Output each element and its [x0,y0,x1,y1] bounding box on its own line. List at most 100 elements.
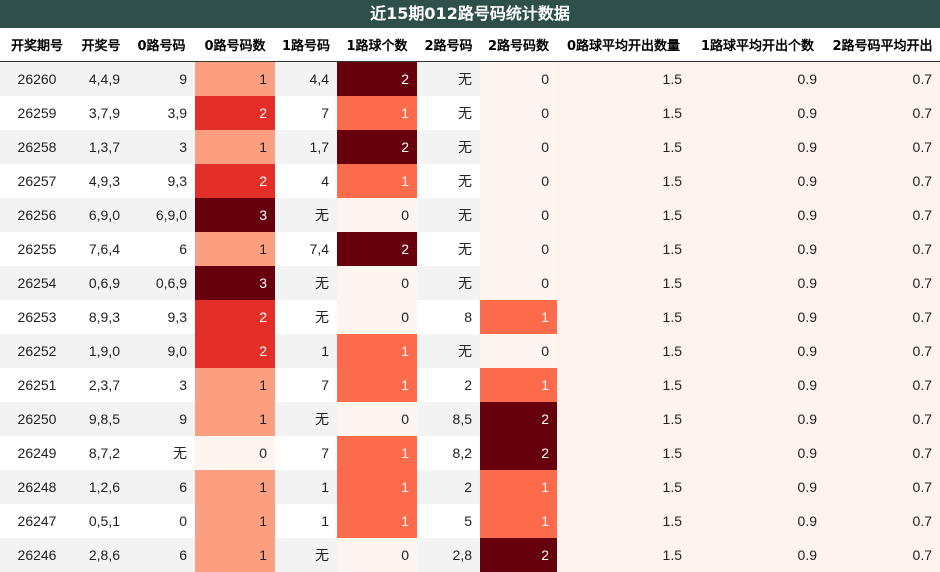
cell-0: 26251 [0,368,74,402]
cell-9: 0.9 [690,62,825,97]
cell-2: 3,9 [128,96,195,130]
column-header-6: 2路号码 [417,28,480,62]
cell-9: 0.9 [690,300,825,334]
cell-3: 1 [195,130,275,164]
cell-3: 1 [195,232,275,266]
cell-3: 0 [195,436,275,470]
cell-5: 0 [337,198,417,232]
cell-2: 6 [128,470,195,504]
cell-9: 0.9 [690,96,825,130]
cell-4: 7 [275,96,337,130]
cell-0: 26258 [0,130,74,164]
cell-6: 无 [417,130,480,164]
cell-2: 6,9,0 [128,198,195,232]
cell-2: 9 [128,62,195,97]
cell-8: 1.5 [557,504,690,538]
cell-9: 0.9 [690,402,825,436]
cell-8: 1.5 [557,198,690,232]
cell-0: 26248 [0,470,74,504]
cell-5: 1 [337,164,417,198]
cell-4: 无 [275,402,337,436]
cell-1: 9,8,5 [74,402,128,436]
cell-9: 0.9 [690,368,825,402]
cell-8: 1.5 [557,130,690,164]
cell-0: 26252 [0,334,74,368]
cell-6: 2,8 [417,538,480,572]
cell-1: 1,3,7 [74,130,128,164]
cell-5: 1 [337,334,417,368]
cell-2: 0,6,9 [128,266,195,300]
cell-2: 无 [128,436,195,470]
cell-5: 1 [337,96,417,130]
cell-1: 4,4,9 [74,62,128,97]
cell-8: 1.5 [557,436,690,470]
cell-0: 26257 [0,164,74,198]
cell-2: 9,3 [128,164,195,198]
cell-7: 0 [480,164,557,198]
cell-1: 2,8,6 [74,538,128,572]
cell-5: 1 [337,436,417,470]
cell-3: 1 [195,62,275,97]
cell-3: 2 [195,96,275,130]
cell-4: 无 [275,266,337,300]
column-header-3: 0路号码数 [195,28,275,62]
cell-7: 0 [480,266,557,300]
cell-10: 0.7 [825,130,940,164]
cell-10: 0.7 [825,538,940,572]
cell-1: 8,7,2 [74,436,128,470]
cell-4: 无 [275,538,337,572]
cell-10: 0.7 [825,368,940,402]
cell-6: 无 [417,334,480,368]
cell-7: 1 [480,368,557,402]
cell-1: 6,9,0 [74,198,128,232]
cell-9: 0.9 [690,470,825,504]
cell-9: 0.9 [690,232,825,266]
cell-8: 1.5 [557,470,690,504]
cell-4: 4 [275,164,337,198]
cell-3: 1 [195,470,275,504]
cell-0: 26256 [0,198,74,232]
cell-5: 2 [337,232,417,266]
cell-0: 26249 [0,436,74,470]
cell-1: 1,9,0 [74,334,128,368]
cell-1: 0,5,1 [74,504,128,538]
cell-6: 2 [417,470,480,504]
cell-8: 1.5 [557,62,690,97]
cell-9: 0.9 [690,198,825,232]
cell-10: 0.7 [825,266,940,300]
cell-10: 0.7 [825,436,940,470]
cell-6: 5 [417,504,480,538]
cell-6: 8 [417,300,480,334]
cell-8: 1.5 [557,96,690,130]
cell-4: 1 [275,334,337,368]
cell-3: 1 [195,538,275,572]
cell-5: 1 [337,504,417,538]
cell-3: 2 [195,334,275,368]
cell-9: 0.9 [690,334,825,368]
cell-9: 0.9 [690,130,825,164]
column-header-9: 1路球平均开出个数 [690,28,825,62]
cell-7: 0 [480,334,557,368]
cell-2: 9 [128,402,195,436]
cell-6: 8,2 [417,436,480,470]
cell-7: 1 [480,504,557,538]
cell-8: 1.5 [557,164,690,198]
cell-5: 0 [337,266,417,300]
cell-5: 2 [337,130,417,164]
cell-6: 无 [417,198,480,232]
cell-0: 26260 [0,62,74,97]
cell-3: 1 [195,368,275,402]
cell-0: 26247 [0,504,74,538]
cell-8: 1.5 [557,538,690,572]
cell-7: 1 [480,300,557,334]
cell-7: 2 [480,436,557,470]
cell-1: 7,6,4 [74,232,128,266]
cell-2: 6 [128,538,195,572]
